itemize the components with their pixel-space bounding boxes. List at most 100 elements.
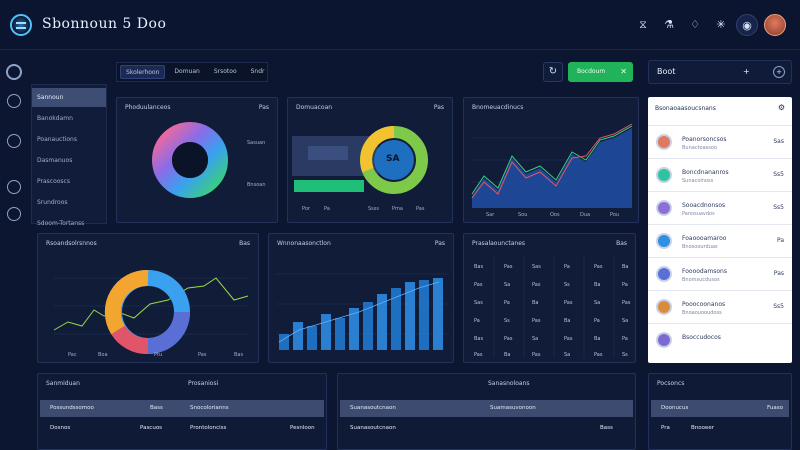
legend-label: Bnsoan: [247, 182, 266, 188]
svg-text:Pas: Pas: [622, 300, 631, 306]
tab-2[interactable]: Srsotoo: [213, 68, 237, 75]
table-cell: Prontolonciss: [190, 425, 227, 431]
panel-value: Bas: [616, 240, 627, 247]
activity-list-panel: Bsonaoaasoucsnans ⚙ Poanorsoncsos Bunact…: [648, 97, 792, 363]
table-cell: Dosnos: [50, 425, 71, 431]
bottom-table-2: Sanasnoloans Suanasoutcnaon Suamasuvonoo…: [337, 373, 636, 450]
panel-title: Rsoandsolrsnnos: [46, 240, 97, 247]
list-item[interactable]: Pooocoonanos Bnoaouooudoss Ss5: [648, 290, 792, 323]
list-item-value: Ss5: [773, 171, 784, 178]
list-item[interactable]: Boncdnananros Sunacolnoss Ss5: [648, 158, 792, 191]
primary-action-button[interactable]: Bocdoum ✕: [568, 62, 633, 82]
refresh-button[interactable]: ↻: [543, 62, 563, 82]
panel-title: Bnomeuacdinucs: [472, 104, 524, 111]
search-box[interactable]: Boot + +: [648, 60, 792, 84]
table-header: Sanmiduan: [46, 380, 80, 387]
donut-panel-2: Rsoandsolrsnnos Bas Pac Boa Ptu Pas Bas: [37, 233, 259, 363]
table-row[interactable]: Dosnos Pascuos Prontolonciss Pesnloon: [40, 420, 324, 437]
panel-title: Domuacoan: [296, 104, 333, 111]
avatar[interactable]: [764, 14, 786, 36]
svg-text:Pas: Pas: [564, 336, 573, 342]
svg-text:Sa: Sa: [504, 282, 510, 288]
svg-text:Sas: Sas: [474, 300, 483, 306]
chart-icon[interactable]: ⧖: [639, 18, 647, 31]
tab-0[interactable]: Skolerhoon: [120, 65, 166, 79]
lock-icon[interactable]: [7, 94, 21, 108]
top-bar: Sbonnoun 5 Doo ⧖ ⚗ ♢ ✳ ◉: [0, 0, 800, 50]
table-row[interactable]: Pra Bnooeer: [651, 420, 789, 437]
grid-panel: Prasalaounctanes Bas Bas Pas Sas Pa Pas Ba Pa…: [463, 233, 636, 363]
avatar: [656, 233, 672, 249]
table-cell: Suamasuvonoon: [490, 405, 536, 411]
sidebar-item-4[interactable]: Prascooscs: [37, 178, 70, 185]
shield-icon[interactable]: [7, 180, 21, 194]
table-row[interactable]: Suanasoutcnaon Bass: [340, 420, 633, 437]
list-item-name: Bsoccudocos: [682, 334, 721, 341]
svg-text:Ba: Ba: [504, 352, 511, 358]
user-circle-icon[interactable]: ◉: [736, 14, 758, 36]
table-header: Prosaniosi: [188, 380, 219, 387]
svg-text:Pa: Pa: [594, 318, 600, 324]
target-icon[interactable]: [7, 207, 21, 221]
sidebar-item-3[interactable]: Dasmanuos: [37, 157, 73, 164]
axis-label: Pac: [68, 352, 77, 358]
add-icon[interactable]: +: [743, 67, 750, 76]
table-row[interactable]: Possundssomoo Bass Snocolorianns: [40, 400, 324, 417]
sidebar-item-6[interactable]: Sdoom-Tortanss: [37, 220, 85, 227]
close-icon[interactable]: ✕: [620, 67, 627, 76]
table-row[interactable]: Suanasoutcnaon Suamasuvonoon: [340, 400, 633, 417]
donut-ring: [152, 122, 228, 198]
svg-text:Pas: Pas: [594, 264, 603, 270]
kpi-panel: Domuacoan Pas SA Por Pa Ssss Pma Pas: [287, 97, 453, 223]
table-cell: Pascuos: [140, 425, 163, 431]
table-cell: Fuaso: [767, 405, 783, 411]
globe-icon[interactable]: [7, 134, 21, 148]
svg-text:Pas: Pas: [532, 318, 541, 324]
list-item-value: Pas: [773, 270, 784, 277]
tab-3[interactable]: Sndr: [250, 68, 265, 75]
settings-icon[interactable]: ⚙: [777, 103, 785, 112]
table-cell: Doonucus: [661, 405, 689, 411]
sidebar-item-5[interactable]: Srundroos: [37, 199, 68, 206]
axis-label: Por: [302, 206, 310, 212]
sidebar-item-1[interactable]: Banokdamn: [37, 115, 73, 122]
sidebar-item-0[interactable]: Sannoun: [32, 88, 106, 107]
svg-text:Ba: Ba: [564, 318, 571, 324]
sidebar-item-2[interactable]: Poanauctions: [37, 136, 77, 143]
list-item[interactable]: Foaoooamaroo Bnosoourduas Pa: [648, 224, 792, 257]
axis-label: Sou: [518, 212, 528, 218]
add-circle-icon[interactable]: +: [773, 66, 785, 78]
list-item[interactable]: Foooodamsons Bnomsucdusos Pas: [648, 257, 792, 290]
list-item[interactable]: Bsoccudocos: [648, 323, 792, 356]
svg-text:Pa: Pa: [474, 318, 480, 324]
svg-text:Bas: Bas: [474, 264, 483, 270]
table-cell: Suanasoutcnaon: [350, 405, 396, 411]
table-cell: Bass: [150, 405, 163, 411]
settings-icon[interactable]: [6, 64, 22, 80]
svg-text:Sa: Sa: [564, 352, 570, 358]
avatar: [656, 167, 672, 183]
svg-text:Pa: Pa: [564, 264, 570, 270]
donut-line-chart: [53, 270, 249, 354]
panel-title: Phoduulanceos: [125, 104, 171, 111]
svg-text:Pas: Pas: [474, 282, 483, 288]
list-item-value: Pa: [776, 237, 784, 244]
svg-text:Sa: Sa: [622, 318, 628, 324]
svg-text:Pas: Pas: [504, 264, 513, 270]
tab-1[interactable]: Domuan: [174, 68, 200, 75]
list-item[interactable]: Poanorsoncsos Bunactoassoo Sas: [648, 125, 792, 158]
svg-text:Pa: Pa: [622, 282, 628, 288]
svg-text:Pas: Pas: [532, 352, 541, 358]
app-logo-icon[interactable]: [10, 14, 32, 36]
axis-label: Oos: [550, 212, 560, 218]
bell-icon[interactable]: ♢: [690, 18, 700, 31]
list-item[interactable]: Sooacdnonsos Panosuavdos Ss5: [648, 191, 792, 224]
flask-icon[interactable]: ⚗: [664, 18, 674, 31]
axis-label: Pa: [324, 206, 330, 212]
table-row[interactable]: Doonucus Fuaso: [651, 400, 789, 417]
gear-icon[interactable]: ✳: [716, 18, 726, 31]
bottom-table-3: Pocsoncs Doonucus Fuaso Pra Bnooeer: [648, 373, 792, 450]
table-cell: Snocolorianns: [190, 405, 229, 411]
panel-title: Prasalaounctanes: [472, 240, 526, 247]
axis-label: Pma: [392, 206, 403, 212]
